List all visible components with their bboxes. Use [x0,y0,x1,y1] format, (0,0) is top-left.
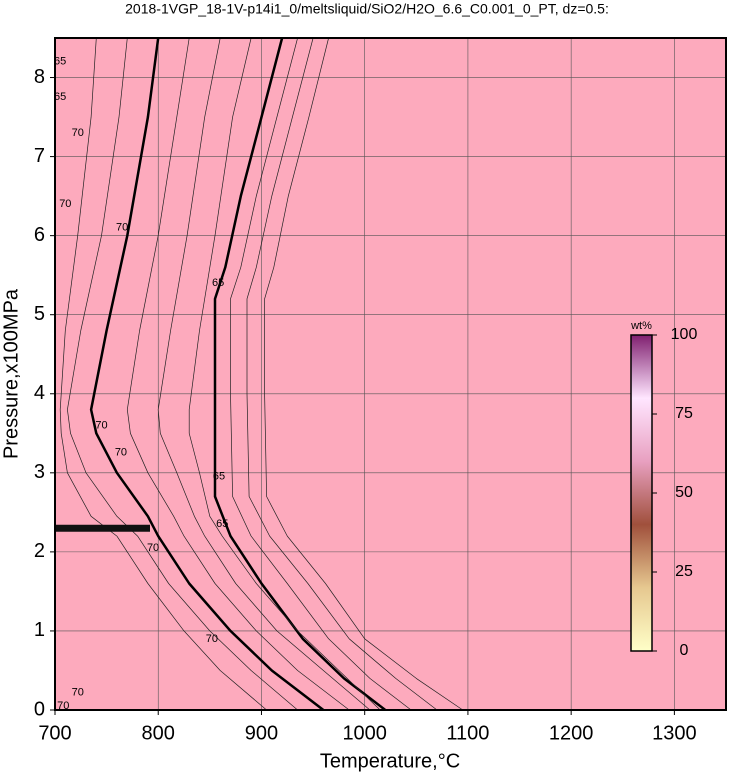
y-tick-label: 0 [34,698,45,720]
contour-line [126,37,350,711]
x-tick-label: 1100 [446,722,489,744]
y-tick-label: 2 [34,540,45,562]
plot-background [55,38,726,710]
colorbar-tick-label: 0 [680,642,689,659]
y-tick-label: 8 [34,66,45,88]
x-tick-label: 1300 [652,722,697,744]
contour-line [230,37,412,711]
y-tick-label: 7 [34,145,45,167]
contour-line [264,37,463,711]
contour-label: 70 [206,633,218,645]
x-tick-label: 800 [142,722,175,744]
x-tick-label: 1200 [549,722,594,744]
contour-label: 70 [116,222,128,234]
contour-line [188,37,381,711]
contour-label: 70 [95,419,107,431]
contour-label: 65 [212,277,224,289]
x-tick-label: 700 [38,722,71,744]
y-tick-label: 3 [34,461,45,483]
y-axis-label: Pressure,x100MPa [0,288,22,459]
contour-label: 65 [54,56,66,68]
plot-frame [54,37,727,711]
colorbar-tick-label: 50 [675,484,693,501]
colorbar-tick-label: 25 [675,563,693,580]
y-tick-label: 6 [34,224,45,246]
chart-title: 2018-1VGP_18-1V-p14i1_0/meltsliquid/SiO2… [125,1,609,17]
colorbar-label: wt% [630,320,652,332]
contour-line [246,37,438,711]
y-tick-label: 4 [34,382,45,404]
contour-line [157,37,371,711]
y-tick-label: 1 [34,619,45,641]
contour-line [67,37,298,711]
y-tick-label: 5 [34,303,45,325]
contour-label: 70 [72,687,84,699]
contour-label: 70 [115,447,127,459]
contour-line [213,37,387,711]
contour-label: 65 [213,470,225,482]
contour-line [89,37,325,711]
contour-line [59,37,267,711]
contour-label: 70 [57,700,69,712]
colorbar-tick-label: 100 [671,326,698,343]
colorbar-tick-label: 75 [675,405,693,422]
x-axis-label: Temperature,°C [320,750,460,772]
contour-label: 65 [216,518,228,530]
contour-label: 70 [59,198,71,210]
contour-label: 65 [54,91,66,103]
contour-label: 70 [72,127,84,139]
contour-label: 70 [147,542,159,554]
x-tick-label: 1000 [342,722,387,744]
colorbar [630,334,653,652]
x-tick-label: 900 [245,722,278,744]
